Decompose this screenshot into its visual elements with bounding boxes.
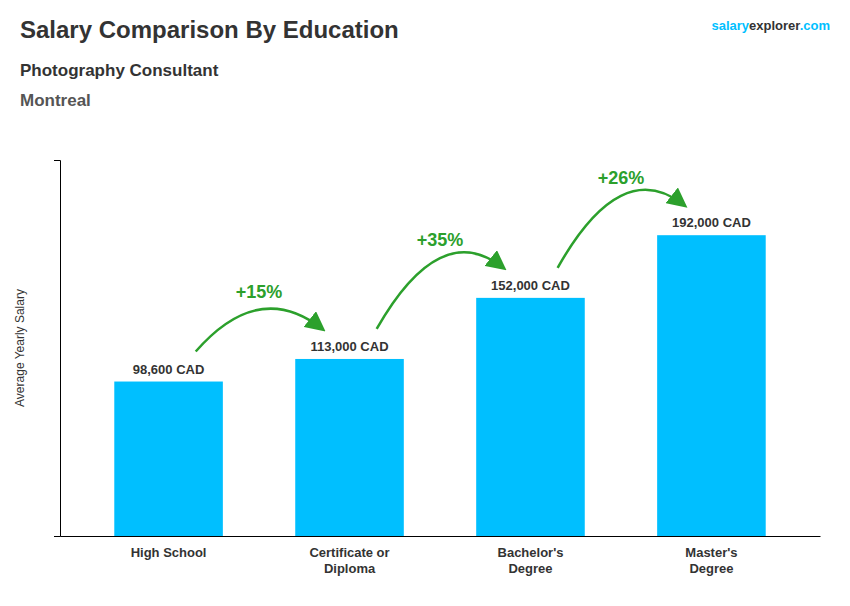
value-label: 113,000 CAD <box>310 339 388 354</box>
x-tick-label: Bachelor'sDegree <box>497 545 563 576</box>
x-tick-label-line: Degree <box>689 561 733 576</box>
x-tick-label-line: Certificate or <box>309 545 389 560</box>
x-axis-line <box>61 536 821 537</box>
y-axis <box>54 161 61 537</box>
x-tick-label-line: Master's <box>685 545 737 560</box>
pct-arrow <box>377 252 504 329</box>
x-tick-label: High School <box>131 545 207 560</box>
x-tick-label-line: High School <box>131 545 207 560</box>
pct-label: +35% <box>417 230 464 250</box>
pct-arrow <box>558 190 685 268</box>
pct-label: +26% <box>598 168 645 188</box>
y-axis-line <box>54 161 61 537</box>
x-tick: Master'sDegree <box>685 536 737 576</box>
bar <box>295 359 404 536</box>
source-part: salary <box>711 18 749 33</box>
subtitle: Photography Consultant <box>20 61 219 80</box>
bar <box>476 298 585 536</box>
y-axis-title: Average Yearly Salary <box>13 289 27 407</box>
x-tick: Bachelor'sDegree <box>497 536 563 576</box>
title: Salary Comparison By Education <box>20 16 399 43</box>
bar <box>657 235 766 536</box>
x-tick-label-line: Degree <box>508 561 552 576</box>
x-tick-label-line: Bachelor's <box>497 545 563 560</box>
bar <box>114 382 223 536</box>
value-label: 192,000 CAD <box>672 215 751 230</box>
plot-area <box>114 235 765 536</box>
annotations: +15% +35% +26% <box>196 168 685 352</box>
chart: Salary Comparison By Education Photograph… <box>0 0 850 606</box>
subtitle: Montreal <box>20 91 91 110</box>
source-part: .com <box>800 18 830 33</box>
x-tick: Certificate orDiploma <box>309 536 389 576</box>
pct-arrow <box>196 309 323 352</box>
x-tick-label: Certificate orDiploma <box>309 545 389 576</box>
source: salaryexplorer.com <box>711 18 830 33</box>
source-part: explorer <box>749 18 800 33</box>
value-labels: 98,600 CAD 113,000 CAD 152,000 CAD 192,000 … <box>133 215 751 376</box>
pct-label: +15% <box>236 282 283 302</box>
x-axis: High School Certificate orDiploma Bachelor… <box>61 536 821 576</box>
x-tick-label-line: Diploma <box>324 561 376 576</box>
value-label: 152,000 CAD <box>491 278 570 293</box>
x-tick-label: Master'sDegree <box>685 545 737 576</box>
x-tick: High School <box>131 536 207 560</box>
value-label: 98,600 CAD <box>133 362 205 377</box>
